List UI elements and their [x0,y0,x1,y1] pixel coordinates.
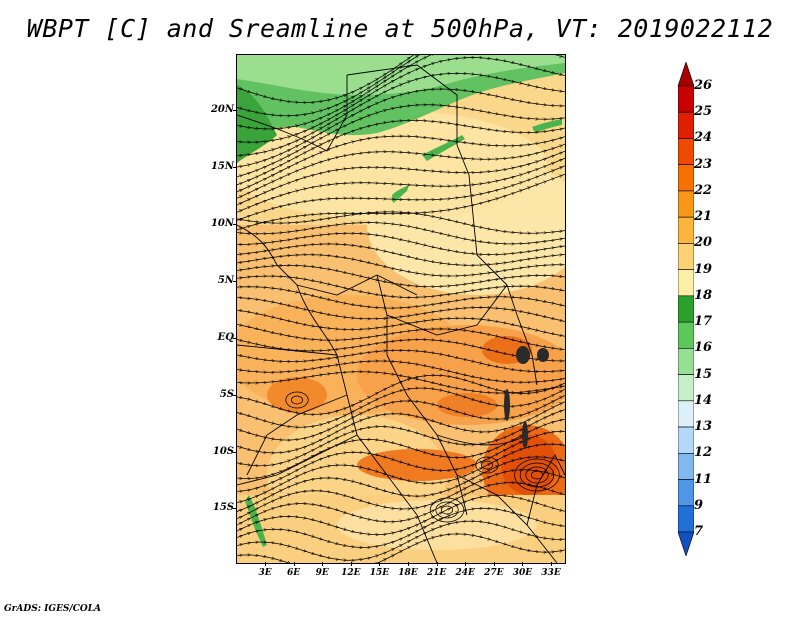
colorbar-label: 13 [694,419,713,435]
lat-label: 10N [210,218,234,229]
colorbar-label: 14 [694,392,713,408]
lon-label: 15E [369,568,390,578]
streamline-eddy [441,505,453,515]
colorbar-swatch [677,164,695,192]
colorbar-swatch [677,321,695,349]
streamline-eddy [291,395,303,405]
lon-tick [322,562,324,566]
lat-label: 20N [210,104,234,115]
colorbar-label: 17 [694,314,713,330]
streamline-eddy [285,391,309,409]
streamline-eddy [475,456,499,474]
colorbar-label: 18 [694,287,713,303]
chart-title: WBPT [C] and Sreamline at 500hPa, VT: 20… [26,14,774,43]
colorbar-swatch [677,400,695,428]
lakes [504,346,549,449]
colorbar-label: 20 [694,235,713,251]
colorbar-label: 26 [694,78,713,93]
lon-label: 6E [287,568,301,578]
lon-label: 3E [258,568,272,578]
map-canvas [237,55,565,563]
lon-tick [408,562,409,566]
lon-label: 21E [426,568,447,578]
colorbar-swatch [677,190,695,218]
lat-tick [233,338,237,339]
colorbar-label: 21 [694,209,713,225]
lat-tick [233,167,237,168]
colorbar-swatch [677,138,695,166]
colorbar-label: 22 [694,182,713,198]
lat-tick [233,224,237,225]
colorbar-swatch [677,216,695,244]
lon-label: 27E [484,568,504,578]
lon-tick [379,562,381,566]
colorbar-label: 25 [694,104,713,120]
colorbar-swatch [677,531,695,557]
lon-label: 18E [398,568,418,578]
colorbar-label: 24 [694,130,713,146]
country-borders [237,64,565,563]
lat-tick [233,452,237,453]
streamline [237,534,565,563]
lon-tick [293,562,295,566]
streamline-eddy [519,462,555,488]
colorbar-swatch [677,85,695,113]
streamline-eddy [435,501,459,519]
colorbar-label: 19 [694,261,713,277]
colorbar-label: 23 [694,156,713,172]
colorbar-swatch [677,479,695,507]
lon-label: 12E [341,568,361,578]
lat-label: 5N [217,275,234,286]
lon-label: 33E [541,568,561,578]
colorbar-swatch [677,505,695,533]
credit-text: GrADS: IGES/COLA [4,604,102,614]
lon-label: 30E [512,568,533,578]
colorbar-swatch [677,111,695,139]
lat-tick [233,110,237,111]
lon-tick [522,562,524,566]
lat-tick [233,508,237,509]
lat-tick [233,395,237,396]
streamlines [237,55,565,563]
streamline-eddy [481,460,493,470]
colorbar-label: 12 [694,445,713,461]
colorbar-swatch [677,295,695,323]
lon-tick [551,562,552,566]
map-panel [236,54,566,564]
colorbar-label: 15 [694,366,713,382]
colorbar-swatch [677,269,695,297]
lon-label: 9E [315,568,329,578]
colorbar-label: 11 [694,471,713,487]
colorbar-label: 9 [694,497,704,513]
lat-label: 15S [212,502,234,513]
lon-tick [265,562,266,566]
colorbar-label: 7 [694,524,704,539]
colorbar-swatch [677,374,695,402]
streamline-eddy [514,458,560,492]
colorbar-swatch [677,348,695,375]
colorbar-label: 16 [694,340,713,356]
colorbar [677,61,695,557]
colorbar-swatch [677,61,695,87]
lon-tick [465,562,467,566]
streamline-eddy [525,466,549,484]
lon-tick [436,562,438,566]
streamline-eddy [429,497,465,523]
lat-label: 10S [212,446,234,457]
colorbar-swatch [677,243,695,270]
lon-tick [493,562,495,566]
colorbar-swatch [677,452,695,480]
lat-label: EQ [217,332,234,343]
lat-label: 5S [219,389,234,400]
lon-label: 24E [455,568,475,578]
colorbar-swatch [677,426,695,454]
lat-tick [233,281,237,282]
lon-tick [350,562,352,566]
lat-label: 15N [210,161,234,172]
